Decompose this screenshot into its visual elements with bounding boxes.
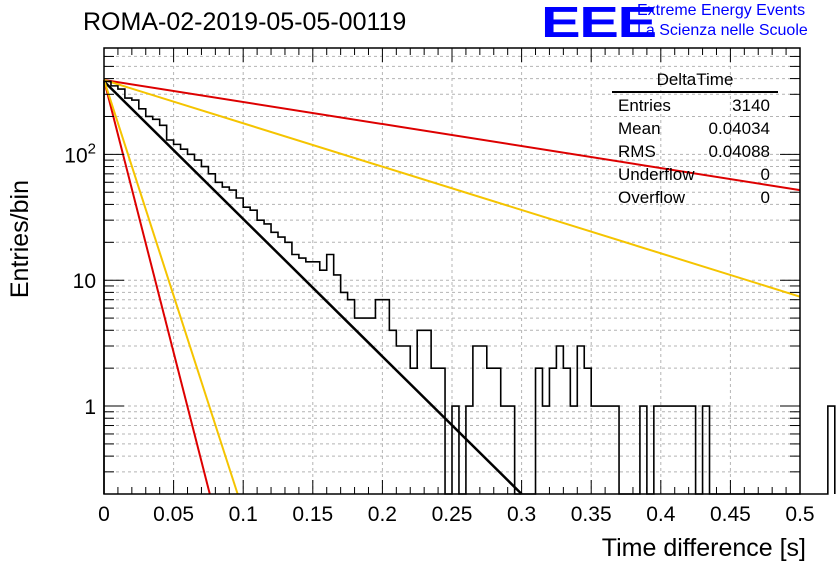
stats-value: 0.04088 [708, 142, 770, 161]
stats-label: Entries [618, 96, 671, 115]
stats-title: DeltaTime [612, 70, 778, 93]
stats-row: Entries 3140 [612, 94, 778, 117]
stats-value: 3140 [732, 96, 770, 115]
stats-label: Mean [618, 119, 661, 138]
x-tick-label: 0.5 [785, 503, 814, 526]
x-tick-label: 0.3 [507, 503, 536, 526]
stats-row: Overflow 0 [612, 186, 778, 209]
histogram-bars [103, 80, 836, 495]
x-tick-label: 0.35 [571, 503, 612, 526]
y-tick-label: 10 [73, 270, 96, 293]
histogram-outline [103, 80, 836, 495]
x-tick-label: 0.1 [229, 503, 258, 526]
y-axis-label: Entries/bin [6, 180, 34, 299]
y-tick-label: 1 [84, 396, 96, 419]
stats-row: RMS 0.04088 [612, 140, 778, 163]
series-line [103, 79, 239, 495]
logo-line-2: La Scienza nelle Scuole [637, 22, 808, 39]
x-tick-label: 0.45 [710, 503, 751, 526]
x-tick-label: 0.2 [368, 503, 397, 526]
stats-box: DeltaTime Entries 3140 Mean 0.04034 RMS … [612, 70, 778, 209]
stats-label: RMS [618, 142, 656, 161]
run-title: ROMA-02-2019-05-05-00119 [83, 8, 407, 36]
x-tick-label: 0.4 [646, 503, 676, 526]
series-line [103, 78, 801, 192]
stats-row: Underflow 0 [612, 163, 778, 186]
eee-logo: EEE [541, 0, 657, 47]
logo-line-1: Extreme Energy Events [637, 2, 806, 19]
stats-label: Underflow [618, 165, 695, 184]
x-tick-label: 0.25 [432, 503, 473, 526]
grid [104, 47, 800, 495]
stats-label: Overflow [618, 188, 686, 207]
stats-value: 0 [760, 188, 770, 207]
x-tick-label: 0.05 [153, 503, 194, 526]
stats-value: 0.04034 [708, 119, 770, 138]
series-line [103, 79, 801, 298]
x-axis-label: Time difference [s] [601, 534, 806, 562]
y-tick-label: 102 [64, 140, 96, 167]
axes: 0 0.05 0.1 0.15 0.2 0.25 0.3 0.35 0.4 0.45 0.5 1 10 1… [64, 47, 815, 526]
series-line [103, 79, 211, 495]
stats-value: 0 [760, 165, 770, 184]
x-tick-label: 0.15 [292, 503, 333, 526]
stats-row: Mean 0.04034 [612, 117, 778, 140]
x-tick-label: 0 [98, 503, 110, 526]
